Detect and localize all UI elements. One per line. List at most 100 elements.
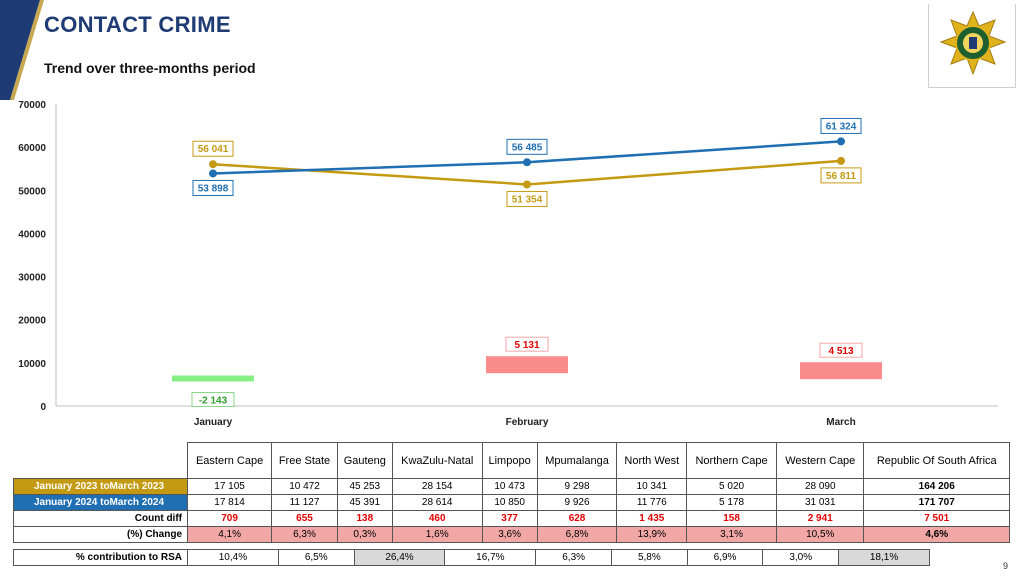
data-point [523,180,531,189]
data-point [837,137,845,146]
table-cell: 9 298 [536,478,618,495]
table-cell: 17 105 [186,478,273,495]
table-cell: 6,5% [277,549,355,566]
contribution-row: % contribution to RSA 10,4% 6,5% 26,4% 16,7%… [13,549,930,566]
column-header: Mpumalanga [536,442,618,479]
table-cell: 0,3% [336,526,393,543]
x-tick-label: March [826,417,855,428]
table-cell: 164 206 [863,478,1010,495]
table-cell: 1,6% [391,526,483,543]
table-cell: 11 127 [271,494,338,511]
table-cell: 4,1% [186,526,273,543]
table-row: January 2024 toMarch 2024 17 814 11 127 45 … [13,494,1010,511]
difference-label: 5 131 [514,340,539,351]
data-label: 61 324 [826,121,857,132]
data-label: 53 898 [198,183,229,194]
data-point [837,156,845,165]
table-cell: 17 814 [186,494,273,511]
row-label: (%) Change [13,526,188,543]
table-cell: 6,3% [535,549,612,566]
corner-decoration [0,0,44,100]
table-cell: 709 [186,510,273,527]
data-label: 56 485 [512,142,543,153]
y-tick-label: 50000 [18,186,46,197]
table-cell: 28 614 [391,494,483,511]
table-cell: 5 178 [686,494,777,511]
data-point [209,169,217,178]
table-cell: 7 501 [863,510,1010,527]
column-header: Republic Of South Africa [863,442,1010,479]
column-header: Gauteng [336,442,393,479]
row-label: Count diff [13,510,188,527]
table-cell: 5 020 [686,478,777,495]
table-cell: 628 [536,510,618,527]
difference-bar [800,362,882,380]
saps-logo [928,4,1016,88]
y-tick-label: 70000 [18,100,46,111]
table-cell: 6,8% [536,526,618,543]
table-cell: 6,3% [271,526,338,543]
difference-label: -2 143 [199,395,228,406]
column-header: North West [616,442,688,479]
difference-label: 4 513 [828,346,853,357]
table-cell: 377 [481,510,538,527]
difference-label-box [819,342,863,358]
table-cell: 10,4% [187,549,279,566]
y-tick-label: 20000 [18,316,46,327]
y-tick-label: 60000 [18,143,46,154]
table-row: (%) Change 4,1% 6,3% 0,3% 1,6% 3,6% 6,8% 13,9% 3… [13,526,1010,543]
y-tick-label: 30000 [18,273,46,284]
y-tick-label: 40000 [18,229,46,240]
table-cell: 31 031 [775,494,865,511]
data-label: 56 041 [198,144,229,155]
table-cell: 4,6% [863,526,1010,543]
table-cell: 1 435 [616,510,688,527]
table-cell: 11 776 [616,494,688,511]
difference-label-box [505,336,549,352]
table-cell: 45 391 [336,494,393,511]
column-header: KwaZulu-Natal [391,442,483,479]
column-header: Eastern Cape [186,442,273,479]
table-cell: 3,6% [481,526,538,543]
page-title: CONTACT CRIME [44,12,231,37]
table-cell: 26,4% [353,549,446,566]
table-row: January 2023 toMarch 2023 17 105 10 472 45 … [13,478,1010,495]
table-cell: 45 253 [336,478,393,495]
y-tick-label: 0 [40,402,46,413]
data-point [523,158,531,167]
table-cell: 10 472 [271,478,338,495]
column-header: Free State [271,442,338,479]
difference-label-box [191,391,235,407]
table-cell: 138 [336,510,393,527]
difference-bar [486,356,568,374]
table-cell: 10 473 [481,478,538,495]
table-cell: 16,7% [444,549,537,566]
table-header-row: Eastern Cape Free State Gauteng KwaZulu-Nat… [13,442,1010,479]
data-point [209,160,217,169]
x-tick-label: February [506,417,549,428]
data-label-box [506,138,548,155]
table-cell: 158 [686,510,777,527]
table-cell: 10,5% [775,526,865,543]
table-cell: 9 926 [536,494,618,511]
row-label: January 2024 toMarch 2024 [13,494,188,511]
table-cell: 28 154 [391,478,483,495]
x-tick-label: January [194,417,233,428]
data-label-box [820,117,862,134]
data-label-box [192,179,234,196]
row-label: % contribution to RSA [13,549,188,566]
data-label: 56 811 [826,171,856,182]
row-label: January 2023 toMarch 2023 [13,478,188,495]
table-cell: 655 [271,510,338,527]
table-cell: 6,9% [686,549,764,566]
table-cell: 18,1% [838,549,930,566]
table-cell: 10 341 [616,478,688,495]
table-cell: 13,9% [616,526,688,543]
table-cell: 171 707 [863,494,1010,511]
table-row: Count diff 709 655 138 460 377 628 1 435 158 2 94… [13,510,1010,527]
table-cell: 3,1% [686,526,777,543]
column-header: Limpopo [481,442,538,479]
table-cell: 3,0% [762,549,840,566]
table-cell: 2 941 [775,510,865,527]
table-cell: 28 090 [775,478,865,495]
